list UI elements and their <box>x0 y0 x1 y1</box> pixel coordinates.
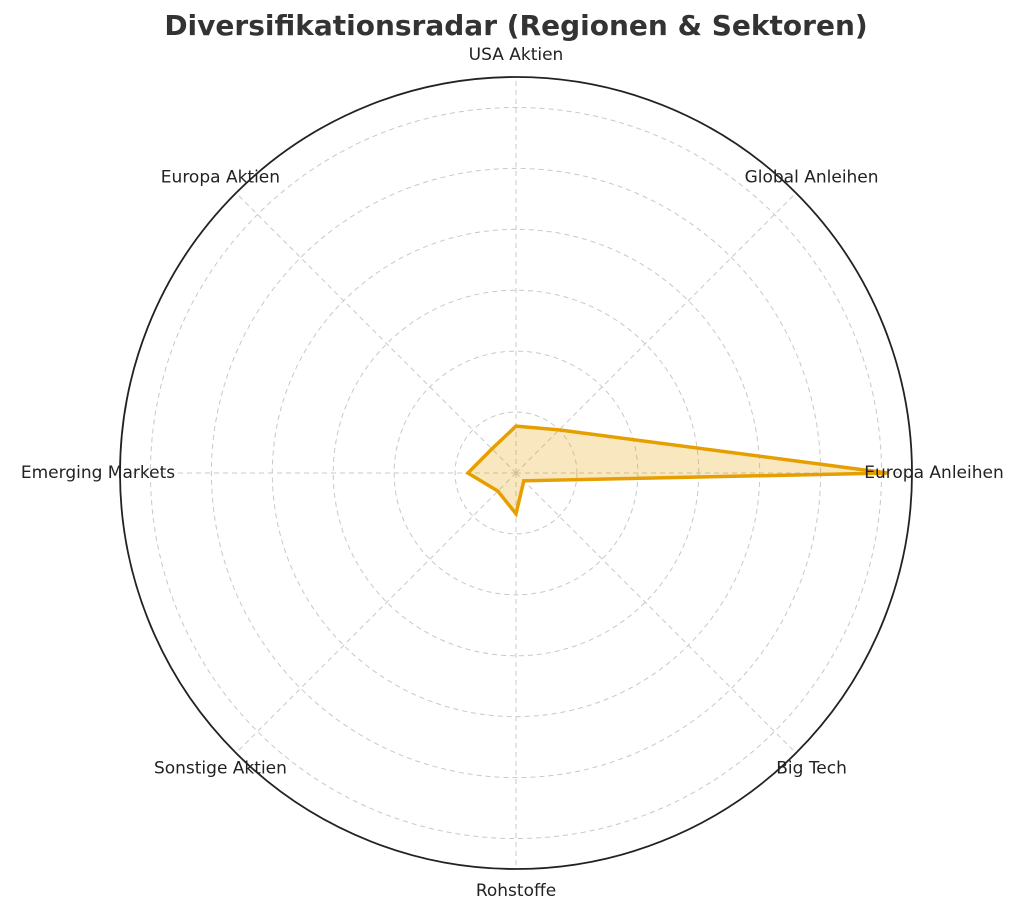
axis-label: USA Aktien <box>469 45 564 65</box>
axis-label: Sonstige Aktien <box>154 759 287 779</box>
radar-area <box>465 424 888 518</box>
axis-label: Europa Aktien <box>161 167 280 187</box>
axis-label: Big Tech <box>776 759 847 779</box>
spoke <box>235 192 517 474</box>
axis-label: Europa Anleihen <box>864 463 1003 483</box>
axis-label: Global Anleihen <box>745 167 879 187</box>
grid-ring <box>454 411 578 535</box>
axis-label: Emerging Markets <box>21 463 175 483</box>
spoke <box>515 472 797 754</box>
axis-label: Rohstoffe <box>476 881 556 901</box>
spoke <box>235 472 517 754</box>
outer-frame <box>119 76 913 870</box>
spoke <box>515 192 797 474</box>
chart-title: Diversifikationsradar (Regionen & Sektor… <box>164 9 867 42</box>
